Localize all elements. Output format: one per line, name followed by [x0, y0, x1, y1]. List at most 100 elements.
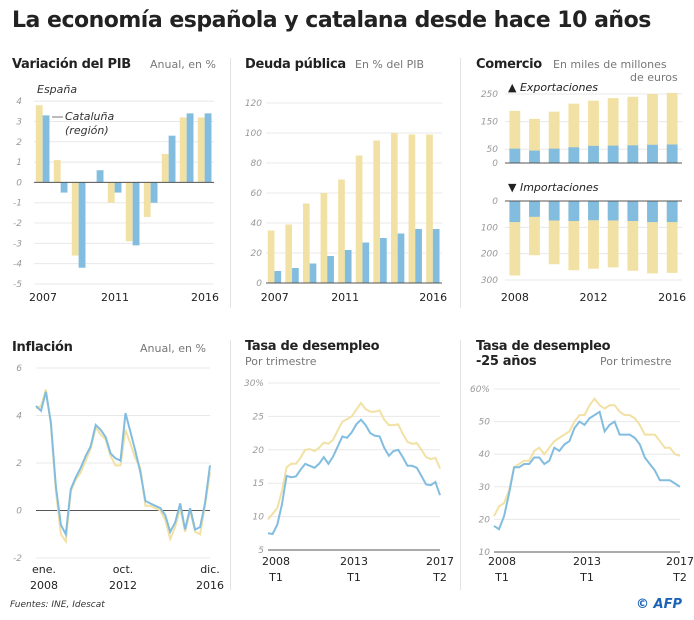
exports-y-tick-label: 0 — [492, 159, 498, 169]
pib-y-tick-label: 0 — [16, 178, 22, 188]
desempleo-x-tick-label: T2 — [432, 571, 447, 584]
imports-label: ▼ Importaciones — [508, 181, 599, 194]
inflacion-x-tick-label: oct. — [113, 563, 134, 576]
deuda-y-tick-label: 40 — [251, 219, 263, 229]
imports-bar-cataluna — [548, 201, 560, 221]
deuda-bar-espana — [302, 203, 310, 283]
desempleo-x-tick-label: 2017 — [426, 555, 454, 568]
inflacion-x-tick-label: 2008 — [30, 579, 58, 592]
deuda-y-tick-label: 100 — [245, 129, 262, 139]
exports-label: ▲ Exportaciones — [508, 81, 599, 94]
exports-bar-espana — [588, 100, 599, 163]
pib-subtitle: Anual, en % — [150, 58, 216, 71]
imports-bar-espana — [529, 201, 540, 256]
exports-bar-espana — [647, 94, 658, 163]
inflacion-x-tick-label: 2016 — [196, 579, 224, 592]
pib-bar-cataluna — [96, 170, 104, 183]
pib-x-tick-label: 2007 — [29, 291, 57, 304]
divider — [230, 58, 231, 308]
desempleo-y-tick-label: 5 — [258, 546, 264, 556]
divider — [460, 58, 461, 308]
imports-bar-cataluna — [607, 201, 619, 221]
pib-bar-cataluna — [132, 182, 140, 246]
desempleo25-y-tick-label: 10 — [479, 548, 491, 558]
inflacion-x-tick-label: dic. — [200, 563, 220, 576]
deuda-y-tick-label: 120 — [245, 99, 262, 109]
desempleo25-y-tick-label: 30 — [479, 483, 491, 493]
deuda-bar-cataluna — [274, 271, 282, 283]
deuda-x-tick-label: 2016 — [419, 291, 447, 304]
imports-bar-cataluna — [529, 201, 540, 217]
deuda-bar-espana — [355, 155, 363, 283]
exports-bar-cataluna — [607, 145, 619, 163]
inflacion-x-tick-label: 2012 — [109, 579, 137, 592]
pib-bar-cataluna — [78, 182, 86, 268]
exports-bar-espana — [627, 96, 639, 163]
pib-x-tick-label: 2011 — [101, 291, 129, 304]
pib-y-tick-label: 4 — [16, 97, 22, 107]
imports-bar-cataluna — [568, 201, 580, 222]
desempleo25-subtitle: Por trimestre — [600, 355, 672, 368]
deuda-y-tick-label: 60 — [251, 189, 263, 199]
imports-bar-espana — [548, 201, 560, 265]
pib-y-tick-label: -4 — [13, 260, 22, 270]
imports-bar-cataluna — [627, 201, 639, 222]
pib-bar-cataluna — [168, 135, 176, 183]
exports-bar-cataluna — [509, 148, 521, 163]
comercio-title: Comercio — [476, 57, 542, 72]
pib-y-tick-label: -1 — [13, 199, 22, 209]
inflacion-y-tick-label: 4 — [16, 412, 22, 422]
deuda-bar-cataluna — [380, 238, 387, 283]
pib-title: Variación del PIB — [12, 57, 131, 72]
desempleo25-x-tick-label: 2013 — [573, 555, 601, 568]
inflacion-y-tick-label: 0 — [16, 507, 22, 517]
exports-bar-cataluna — [548, 148, 560, 163]
desempleo25-x-tick-label: 2017 — [666, 555, 694, 568]
pib-bar-espana — [53, 160, 61, 183]
inflacion-y-tick-label: -2 — [13, 554, 22, 564]
deuda-bar-espana — [390, 133, 398, 283]
exports-bar-cataluna — [666, 144, 678, 163]
deuda-bar-espana — [285, 224, 293, 283]
inflacion-title: Inflación — [12, 340, 73, 355]
exports-y-tick-label: 150 — [481, 118, 498, 128]
desempleo25-y-tick-label: 60% — [470, 385, 490, 395]
pib-y-tick-label: -3 — [13, 239, 22, 249]
imports-bar-cataluna — [509, 201, 521, 223]
inflacion-x-tick-label: ene. — [32, 563, 56, 576]
divider — [230, 340, 231, 590]
desempleo-x-tick-label: T1 — [346, 571, 361, 584]
imports-bar-cataluna — [647, 201, 658, 223]
desempleo-title: Tasa de desempleo — [245, 339, 380, 354]
exports-y-tick-label: 50 — [487, 145, 499, 155]
pib-bar-cataluna — [150, 182, 158, 203]
deuda-bar-espana — [373, 140, 381, 283]
deuda-bar-espana — [320, 193, 328, 283]
inflacion-line-cataluna — [35, 391, 211, 538]
deuda-y-tick-label: 80 — [251, 159, 263, 169]
imports-bar-cataluna — [666, 201, 678, 223]
inflacion-y-tick-label: 2 — [16, 459, 22, 469]
desempleo-subtitle: Por trimestre — [245, 355, 317, 368]
desempleo-y-tick-label: 25 — [253, 412, 265, 422]
legend-cataluna: Cataluña — [65, 110, 115, 123]
desempleo25-y-tick-label: 20 — [479, 515, 491, 525]
pib-bar-espana — [35, 105, 43, 183]
deuda-bar-cataluna — [309, 263, 317, 283]
desempleo-y-tick-label: 15 — [253, 479, 265, 489]
pib-y-tick-label: -2 — [13, 219, 22, 229]
pib-y-tick-label: 2 — [16, 138, 22, 148]
imports-y-tick-label: 100 — [481, 223, 498, 233]
deuda-bar-espana — [267, 230, 275, 283]
exports-y-tick-label: 250 — [481, 90, 498, 100]
deuda-bar-cataluna — [432, 229, 440, 283]
desempleo-y-tick-label: 10 — [253, 513, 265, 523]
desempleo-line-cataluna — [267, 418, 441, 536]
desempleo-line-espana — [267, 401, 441, 520]
desempleo25-x-tick-label: 2008 — [488, 555, 516, 568]
exports-bar-cataluna — [568, 147, 580, 163]
pib-bar-espana — [107, 182, 115, 203]
deuda-bar-espana — [408, 134, 416, 283]
exports-bar-espana — [607, 98, 619, 163]
deuda-title: Deuda pública — [245, 57, 346, 72]
